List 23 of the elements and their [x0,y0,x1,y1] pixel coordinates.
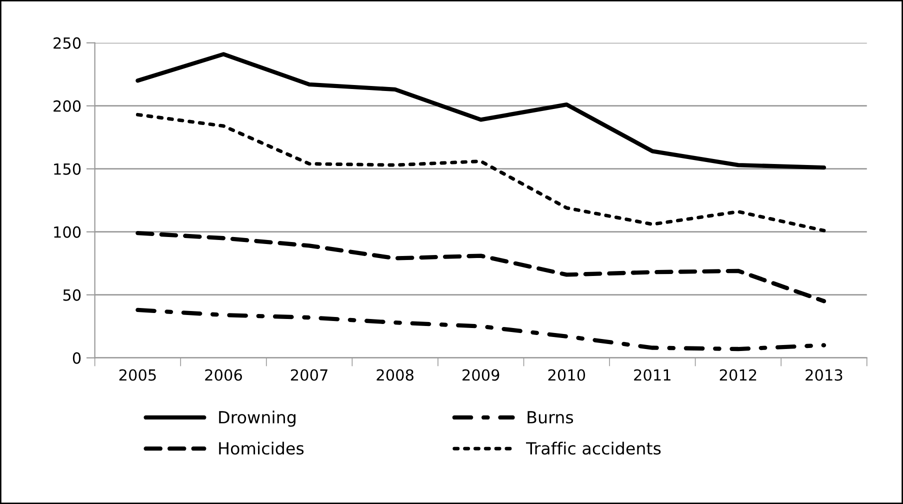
legend-label: Homicides [219,442,304,455]
line-series [136,308,826,352]
y-tick-label: 0 [72,352,81,364]
x-tick-label: 2013 [806,369,842,381]
x-tick-label: 2005 [119,369,156,381]
y-tick-label: 200 [54,100,81,112]
y-tick-label: 250 [54,37,81,49]
x-tick-label: 2010 [548,369,586,381]
y-tick-label: 150 [54,163,81,175]
x-tick-label: 2009 [462,369,500,381]
line-series [136,112,826,232]
y-tick-label: 100 [54,226,81,238]
line-series [136,52,826,170]
line-series [136,231,826,304]
x-tick-label: 2007 [290,369,328,381]
x-tick-label: 2011 [634,369,670,381]
legend-label: Drowning [219,410,296,427]
legend-label: Traffic accidents [526,442,661,455]
y-tick-label: 50 [63,289,81,301]
x-tick-label: 2012 [720,369,756,381]
x-tick-label: 2008 [376,369,414,381]
x-tick-label: 2006 [205,369,242,381]
legend-label: Burns [528,411,574,424]
